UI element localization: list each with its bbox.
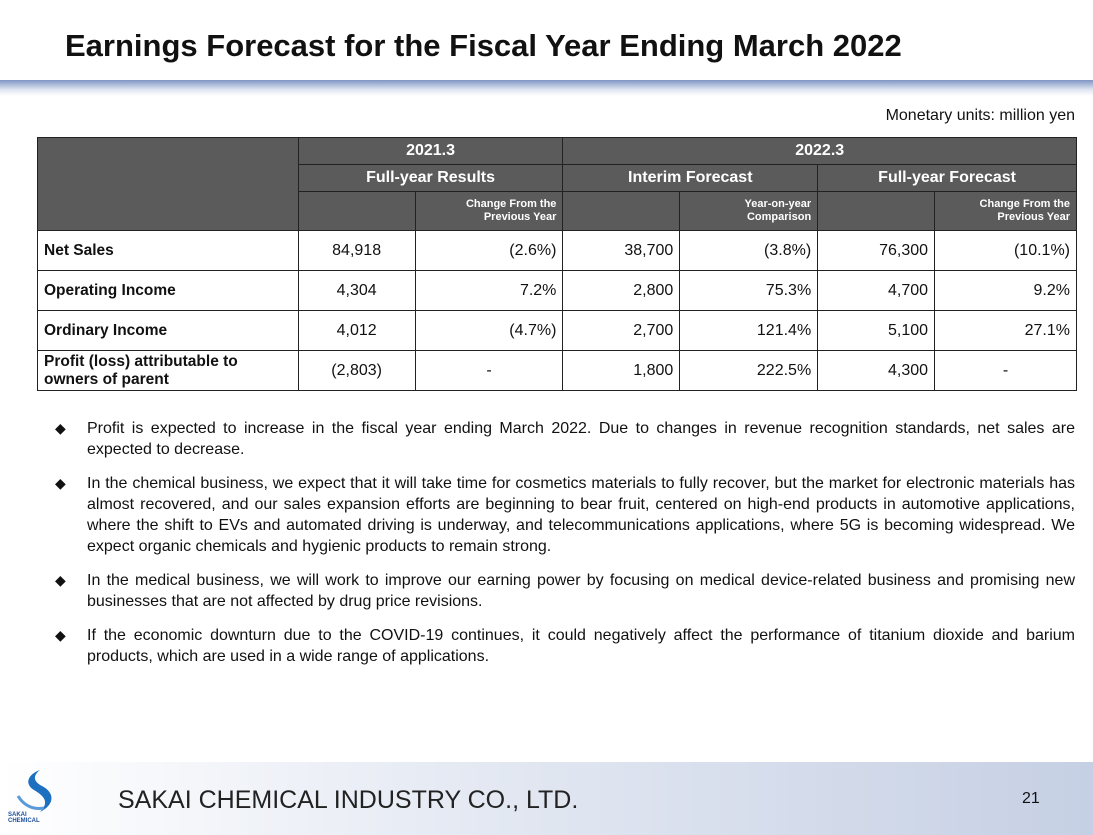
value-cell: 4,700 — [817, 270, 936, 311]
period-header: 2022.3 — [562, 137, 1077, 165]
bullet-marker: ◆ — [55, 420, 66, 436]
value-cell: (2,803) — [297, 350, 416, 391]
value-cell: (4.7%) — [414, 310, 564, 351]
bullet-list: ◆ Profit is expected to increase in the f… — [55, 418, 1075, 680]
group-header: Full-year Forecast — [817, 164, 1077, 192]
value-cell: (2.6%) — [414, 230, 564, 271]
value-cell: 2,700 — [562, 310, 681, 351]
value-cell: 1,800 — [562, 350, 681, 391]
blank-header — [562, 191, 681, 231]
company-name: SAKAI CHEMICAL INDUSTRY CO., LTD. — [118, 786, 579, 814]
value-cell: 27.1% — [934, 310, 1077, 351]
bullet-text: If the economic downturn due to the COVI… — [87, 627, 1075, 665]
value-cell: 4,012 — [297, 310, 416, 351]
row-label: Operating Income — [37, 270, 299, 311]
header-row: Full-year Results Interim Forecast Full-ye… — [38, 164, 1077, 192]
row-label: Ordinary Income — [37, 310, 299, 351]
value-cell: - — [414, 350, 564, 391]
page-number: 21 — [1022, 790, 1040, 807]
data-row: Ordinary Income 4,012 (4.7%) 2,700 121.4% 5,1… — [37, 310, 1077, 351]
value-cell: - — [934, 350, 1077, 391]
bullet: ◆ If the economic downturn due to the COV… — [55, 625, 1075, 667]
value-cell: 222.5% — [679, 350, 819, 391]
bullet-text: Profit is expected to increase in the fi… — [87, 420, 1075, 458]
data-row: Net Sales 84,918 (2.6%) 38,700 (3.8%) 76,300(… — [37, 230, 1077, 271]
value-cell: (10.1%) — [934, 230, 1077, 271]
bullet-text: In the medical business, we will work to… — [87, 572, 1075, 610]
bullet-marker: ◆ — [55, 627, 66, 643]
bullet: ◆ In the medical business, we will work t… — [55, 570, 1075, 612]
value-cell: 84,918 — [297, 230, 416, 271]
data-row: Operating Income 4,304 7.2% 2,800 75.3% 4,700… — [37, 270, 1077, 311]
value-cell: 76,300 — [817, 230, 936, 271]
value-cell: 121.4% — [679, 310, 819, 351]
group-header: Interim Forecast — [562, 164, 819, 192]
sub-header: Change From the Previous Year — [934, 191, 1077, 231]
value-cell: (3.8%) — [679, 230, 819, 271]
slide-title: Earnings Forecast for the Fiscal Year En… — [65, 28, 902, 63]
value-cell: 2,800 — [562, 270, 681, 311]
header-row: Change From the Previous Year Year-on-yea… — [38, 191, 1077, 231]
units-note: Monetary units: million yen — [885, 107, 1075, 124]
header-row: 2021.3 2022.3 — [37, 137, 1077, 231]
forecast-table: 2021.3 2022.3 Full-year Results Interim For… — [37, 137, 1077, 391]
value-cell: 7.2% — [414, 270, 564, 311]
bullet-marker: ◆ — [55, 572, 66, 588]
bullet-text: In the chemical business, we expect that… — [87, 475, 1075, 555]
data-row: Profit (loss) attributable to owners of … — [37, 350, 1077, 391]
value-cell: 38,700 — [562, 230, 681, 271]
logo — [16, 770, 52, 812]
group-header: Full-year Results — [297, 164, 564, 192]
footer: SAKAI CHEMICAL SAKAI CHEMICAL INDUSTRY C… — [0, 762, 1093, 835]
blank-header — [297, 191, 416, 231]
value-cell: 9.2% — [934, 270, 1077, 311]
value-cell: 4,304 — [297, 270, 416, 311]
row-label: Net Sales — [37, 230, 299, 271]
bullet-marker: ◆ — [55, 475, 66, 491]
value-cell: 75.3% — [679, 270, 819, 311]
sub-header: Change From the Previous Year — [414, 191, 564, 231]
corner-cell — [37, 137, 299, 231]
period-header: 2021.3 — [297, 137, 564, 165]
logo-text: SAKAI CHEMICAL — [8, 812, 40, 824]
title-rule — [0, 80, 1093, 96]
value-cell: 5,100 — [817, 310, 936, 351]
row-label: Profit (loss) attributable to owners of … — [37, 350, 299, 391]
sub-header: Year-on-year Comparison — [679, 191, 819, 231]
bullet: ◆ In the chemical business, we expect tha… — [55, 473, 1075, 557]
value-cell: 4,300 — [817, 350, 936, 391]
bullet: ◆ Profit is expected to increase in the f… — [55, 418, 1075, 460]
blank-header — [817, 191, 936, 231]
